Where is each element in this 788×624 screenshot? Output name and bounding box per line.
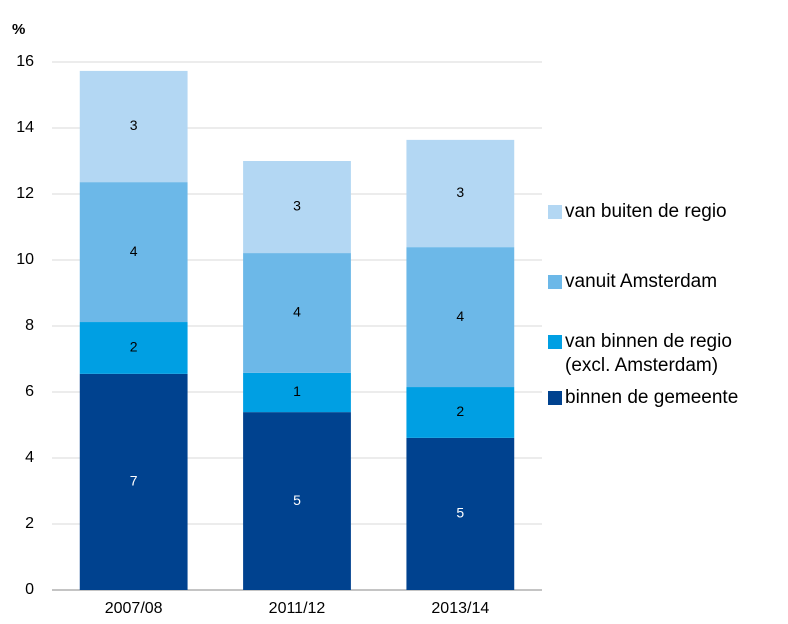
data-label: 5 bbox=[293, 492, 301, 508]
bar-segment bbox=[406, 247, 515, 388]
y-tick-label: 16 bbox=[16, 53, 34, 70]
legend-item: vanuit Amsterdam bbox=[548, 270, 780, 294]
legend-swatch bbox=[548, 391, 562, 405]
legend-label: van buiten de regio bbox=[565, 201, 727, 222]
data-label: 1 bbox=[293, 383, 301, 399]
legend-label: vanuit Amsterdam bbox=[565, 271, 718, 292]
data-label: 2 bbox=[456, 403, 464, 419]
bar-segment bbox=[243, 161, 351, 254]
data-label: 3 bbox=[456, 184, 464, 200]
bar-segment bbox=[243, 412, 351, 590]
y-axis-label: % bbox=[12, 21, 25, 38]
data-label: 4 bbox=[130, 243, 138, 259]
bar-segment bbox=[79, 182, 188, 323]
legend-swatch bbox=[548, 335, 562, 349]
data-label: 3 bbox=[130, 117, 138, 133]
y-tick-label: 0 bbox=[25, 581, 34, 598]
bar-segment bbox=[243, 253, 351, 373]
x-tick-label: 2011/12 bbox=[269, 600, 326, 617]
data-label: 4 bbox=[293, 304, 301, 320]
bar-segment bbox=[406, 437, 515, 590]
x-tick-label: 2013/14 bbox=[431, 600, 489, 617]
y-tick-label: 6 bbox=[25, 383, 34, 400]
legend-item: van binnen de regio (excl. Amsterdam) bbox=[548, 330, 780, 378]
bar-segment bbox=[79, 373, 188, 590]
legend-swatch bbox=[548, 205, 562, 219]
data-label: 7 bbox=[130, 473, 138, 489]
y-tick-label: 12 bbox=[16, 185, 34, 202]
legend-label: van binnen de regio (excl. Amsterdam) bbox=[565, 331, 732, 376]
y-tick-label: 4 bbox=[25, 449, 34, 466]
bar-segment bbox=[79, 322, 188, 374]
bar-segment bbox=[243, 372, 351, 413]
data-label: 3 bbox=[293, 198, 301, 214]
bar-segment bbox=[406, 387, 515, 438]
legend-swatch bbox=[548, 275, 562, 289]
data-label: 2 bbox=[130, 339, 138, 355]
y-tick-label: 10 bbox=[16, 251, 34, 268]
y-tick-label: 8 bbox=[25, 317, 34, 334]
legend-item: binnen de gemeente bbox=[548, 386, 780, 410]
y-tick-label: 14 bbox=[16, 119, 34, 136]
y-tick-label: 2 bbox=[25, 515, 34, 532]
bar-segment bbox=[79, 70, 188, 183]
x-tick-label: 2007/08 bbox=[105, 600, 163, 617]
data-label: 5 bbox=[456, 505, 464, 521]
data-label: 4 bbox=[456, 308, 464, 324]
legend-item: van buiten de regio bbox=[548, 200, 780, 224]
bar-segment bbox=[406, 139, 515, 248]
legend-label: binnen de gemeente bbox=[565, 387, 739, 408]
